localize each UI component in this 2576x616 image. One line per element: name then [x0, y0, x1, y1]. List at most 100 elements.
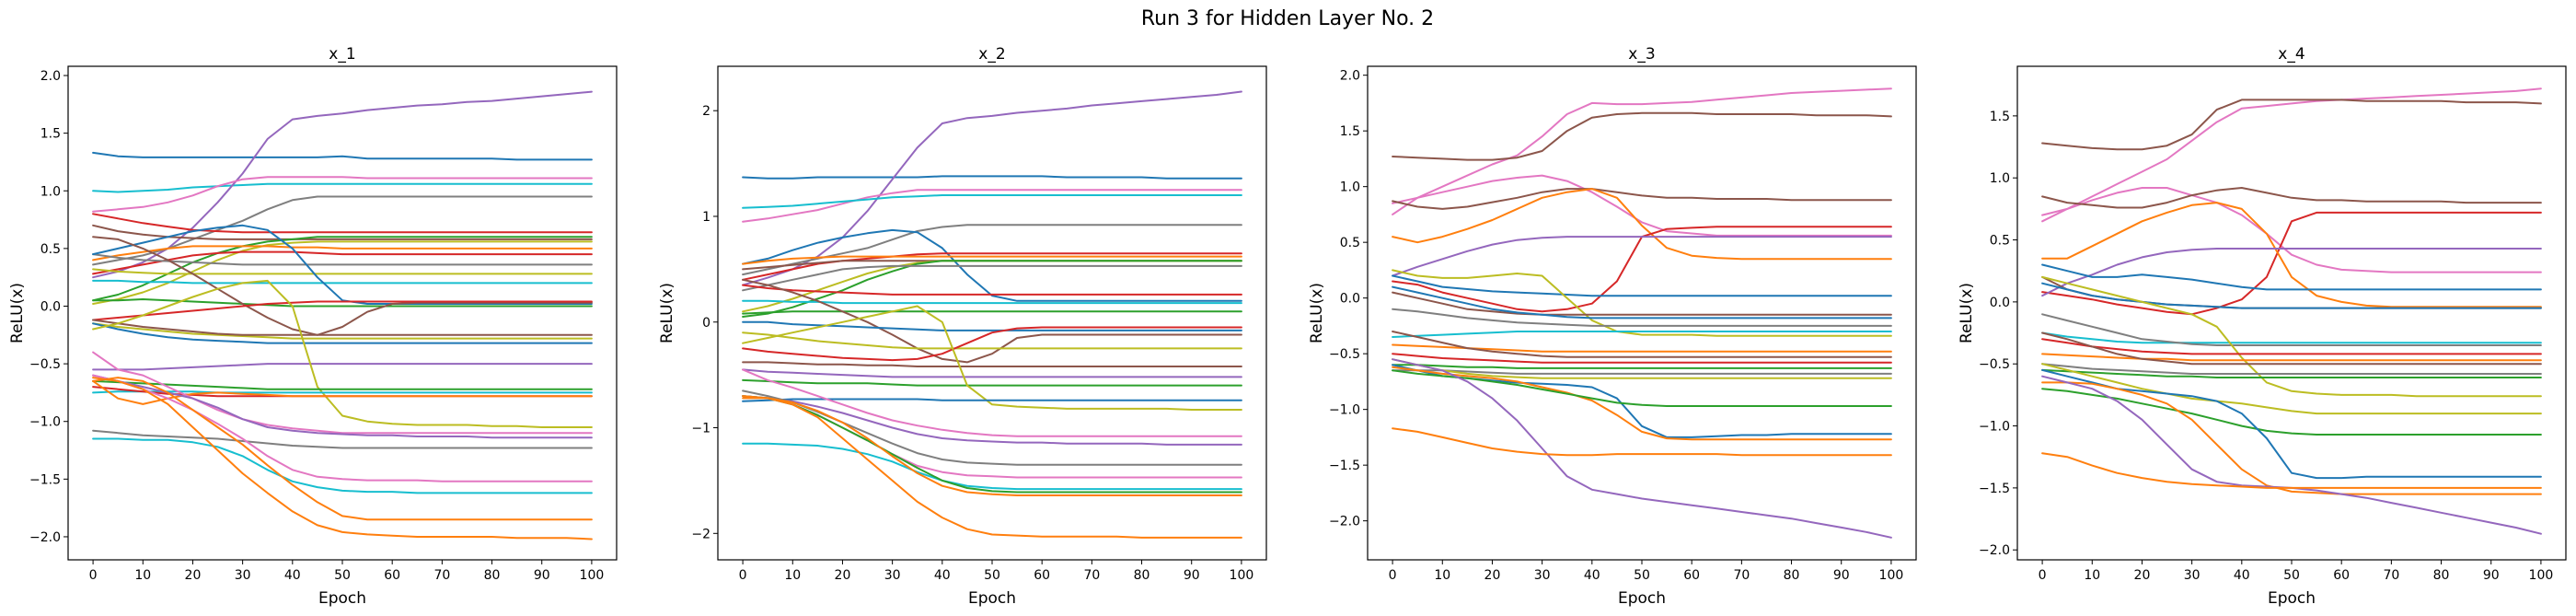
x-tick-label: 10	[784, 568, 801, 583]
y-axis-label: ReLU(x)	[1958, 283, 1976, 343]
y-tick-label: −1.0	[1329, 403, 1360, 418]
series-line-9	[2041, 275, 2542, 309]
series-line-15	[2041, 353, 2542, 362]
series-line-13	[92, 268, 593, 275]
series-line-30	[742, 395, 1242, 494]
series-line-11	[2041, 331, 2542, 344]
y-tick-label: 0.5	[1340, 236, 1360, 250]
series-line-28	[92, 351, 593, 435]
series-line-6	[2041, 202, 2542, 308]
x-tick-label: 70	[1733, 568, 1750, 583]
series-line-29	[92, 374, 593, 439]
series-line-11	[742, 260, 1242, 318]
series-line-7	[1392, 236, 1892, 277]
y-tick-label: 2.0	[1340, 69, 1360, 84]
series-line-3	[92, 90, 593, 279]
series-line-23	[2041, 375, 2542, 535]
series-line-4	[92, 176, 593, 213]
subplot-4: 0 10 20 30 40 50 60 70 80 90 100 −2.0 −1.5 −1.0 −0.5 0.…	[1958, 45, 2567, 608]
series-group	[1392, 87, 1892, 539]
y-tick-label: −2.0	[29, 530, 61, 545]
subplot-title: x_1	[329, 45, 355, 64]
x-tick-label: 80	[2433, 568, 2450, 583]
y-tick-label: −1.0	[29, 415, 61, 430]
y-tick-label: 2	[702, 104, 710, 119]
x-tick-label: 20	[1484, 568, 1501, 583]
y-axis-label: ReLU(x)	[658, 283, 676, 343]
x-axis-label: Epoch	[318, 589, 366, 608]
y-tick-label: 1.0	[1990, 171, 2010, 186]
series-line-10	[1392, 291, 1892, 316]
y-tick-label: −1.5	[29, 472, 61, 487]
series-line-29	[742, 442, 1242, 491]
series-line-21	[742, 368, 1242, 378]
y-tick-label: −1.0	[1979, 420, 2010, 435]
y-tick-label: −2	[691, 527, 710, 541]
series-line-25	[742, 368, 1242, 437]
series-line-1	[1392, 87, 1892, 215]
series-line-8	[742, 255, 1242, 265]
x-tick-label: 10	[1434, 568, 1450, 583]
series-line-8	[1392, 274, 1892, 297]
y-axis-label: ReLU(x)	[8, 283, 27, 343]
series-line-34	[92, 377, 593, 540]
x-tick-label: 30	[1534, 568, 1551, 583]
series-line-24	[92, 379, 593, 390]
series-line-24	[1392, 427, 1892, 457]
series-line-13	[742, 284, 1242, 296]
series-line-8	[2041, 263, 2542, 291]
x-tick-label: 70	[2383, 568, 2399, 583]
x-tick-label: 90	[534, 568, 550, 583]
series-line-22	[2041, 381, 2542, 495]
series-line-3	[2041, 187, 2542, 273]
series-line-9	[742, 260, 1242, 271]
series-line-9	[92, 240, 593, 305]
x-tick-label: 30	[235, 568, 251, 583]
series-line-23	[1392, 358, 1892, 539]
series-line-18	[1392, 369, 1892, 375]
y-tick-label: 1.0	[1340, 180, 1360, 195]
x-axis-label: Epoch	[968, 589, 1016, 608]
plot-frame	[1367, 65, 1917, 561]
x-tick-label: 70	[1083, 568, 1100, 583]
x-tick-label: 40	[1584, 568, 1600, 583]
x-tick-label: 80	[1134, 568, 1150, 583]
series-line-10	[2041, 282, 2542, 309]
y-tick-label: 0.0	[1340, 292, 1360, 307]
y-tick-label: −1.5	[1329, 459, 1360, 473]
x-tick-label: 100	[1230, 568, 1254, 583]
series-line-13	[2041, 275, 2542, 398]
series-line-24	[2041, 452, 2542, 489]
series-line-14	[92, 279, 593, 285]
series-group	[2041, 87, 2542, 535]
y-tick-label: −1	[691, 422, 710, 436]
x-tick-label: 10	[134, 568, 151, 583]
x-tick-label: 70	[433, 568, 450, 583]
y-tick-label: −0.5	[1329, 347, 1360, 362]
series-line-21	[1392, 366, 1892, 441]
x-tick-label: 50	[1634, 568, 1650, 583]
series-line-21	[2041, 368, 2542, 480]
series-line-21	[92, 319, 593, 336]
series-line-17	[1392, 364, 1892, 369]
y-tick-label: 1	[702, 210, 710, 225]
x-tick-label: 20	[835, 568, 851, 583]
series-line-20	[2041, 388, 2542, 436]
series-line-22	[1392, 369, 1892, 407]
series-line-14	[742, 299, 1242, 305]
x-tick-label: 60	[1034, 568, 1050, 583]
y-tick-label: 1.5	[40, 127, 61, 142]
series-line-13	[1392, 331, 1892, 338]
x-tick-label: 60	[384, 568, 400, 583]
x-tick-label: 90	[2483, 568, 2500, 583]
subplot-title: x_2	[978, 45, 1005, 64]
series-line-19	[92, 322, 593, 340]
x-tick-label: 50	[2283, 568, 2300, 583]
series-line-2	[2041, 99, 2542, 151]
series-line-1	[92, 151, 593, 161]
series-line-22	[742, 378, 1242, 387]
x-tick-label: 40	[934, 568, 951, 583]
y-tick-label: 0.5	[1990, 234, 2010, 249]
x-tick-label: 100	[580, 568, 605, 583]
